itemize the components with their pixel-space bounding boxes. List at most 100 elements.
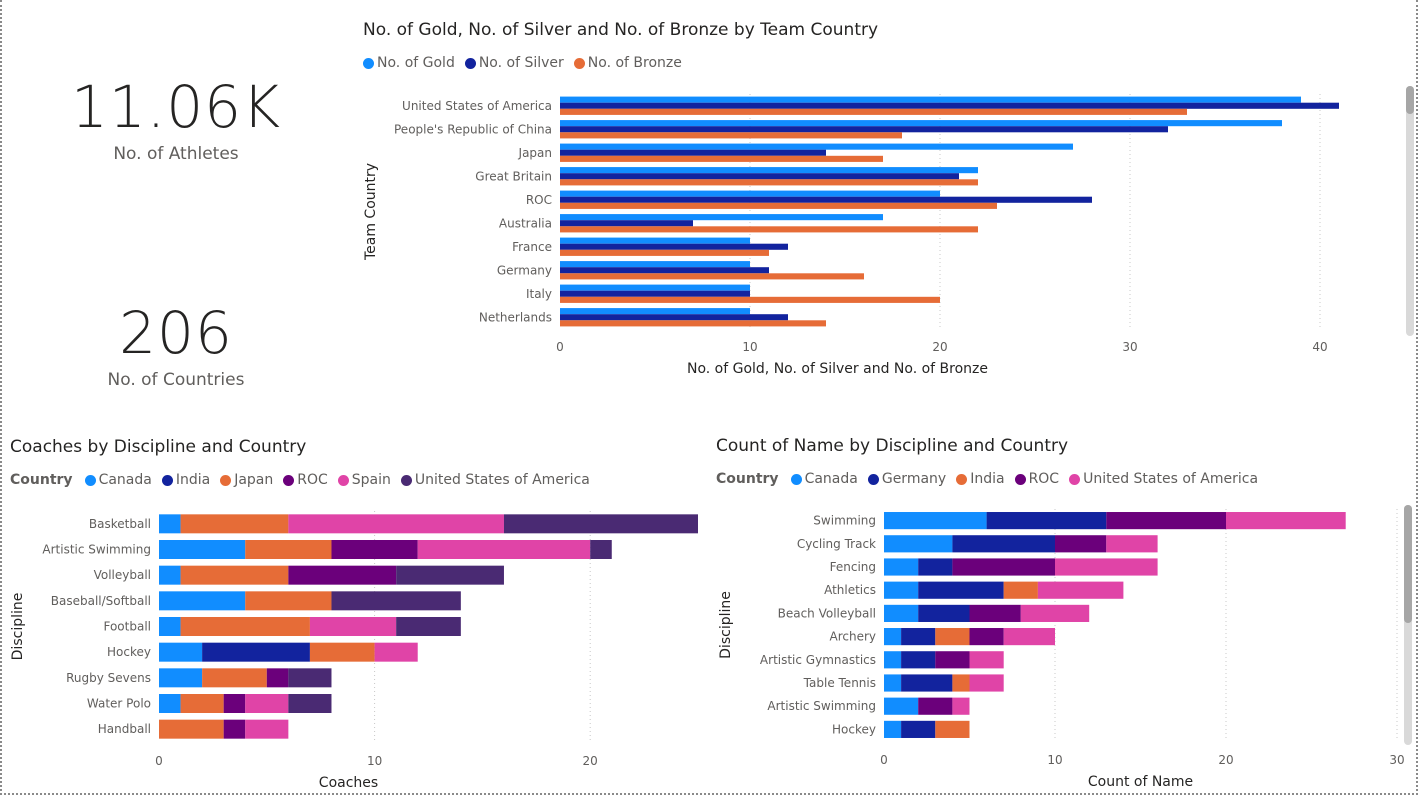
bar-segment	[180, 565, 289, 585]
legend-item-roc[interactable]: ROC	[1014, 471, 1059, 487]
legend-label: Spain	[351, 472, 391, 488]
category-label: United States of America	[402, 99, 552, 113]
legend-item-germany[interactable]: Germany	[867, 471, 946, 487]
bar	[560, 267, 769, 274]
medal-chart-scrollbar[interactable]	[1406, 86, 1414, 336]
x-tick-label: 40	[1312, 340, 1327, 354]
bar-segment	[884, 674, 902, 692]
bar-segment	[159, 642, 203, 662]
legend-item-canada[interactable]: Canada	[84, 472, 152, 488]
legend-item-canada[interactable]: Canada	[790, 471, 858, 487]
bar-segment	[901, 674, 953, 692]
category-label: Rugby Sevens	[66, 671, 151, 685]
bar-segment	[159, 591, 246, 611]
medal-chart-title: No. of Gold, No. of Silver and No. of Br…	[363, 20, 879, 40]
bar-segment	[1055, 535, 1107, 553]
bar-segment	[202, 668, 267, 688]
coaches-chart: Basketball Artistic Swimming Volleyball Bas…	[10, 511, 698, 791]
legend-item-gold[interactable]: No. of Gold	[363, 55, 455, 71]
bar-segment	[288, 668, 332, 688]
bar	[560, 237, 750, 244]
legend-item-usa[interactable]: United States of America	[400, 472, 590, 488]
legend-dot-icon	[84, 474, 96, 486]
legend-label: United States of America	[1083, 471, 1259, 487]
bar-segment	[884, 628, 902, 646]
legend-dot-icon	[220, 474, 232, 486]
bar-segment	[952, 697, 970, 715]
bar	[560, 167, 978, 174]
athletes-label: No. of Athletes	[113, 144, 239, 164]
bar-segment	[159, 540, 246, 559]
category-label: Hockey	[832, 722, 876, 736]
bar	[560, 196, 1092, 203]
bar-segment	[309, 617, 397, 636]
legend-item-india[interactable]: India	[956, 471, 1005, 487]
y-axis-title: Team Country	[363, 163, 379, 261]
legend-dot-icon	[1014, 473, 1026, 485]
bar	[560, 290, 750, 297]
legend-item-japan[interactable]: Japan	[220, 472, 273, 488]
y-axis-title: Discipline	[718, 591, 734, 659]
bar-segment	[884, 581, 919, 599]
bar-segment	[245, 719, 289, 739]
bar-segment	[180, 514, 289, 534]
bar-segment	[884, 512, 987, 530]
legend-label: India	[970, 471, 1005, 487]
category-label: Netherlands	[479, 310, 552, 324]
x-tick-label: 30	[1389, 753, 1404, 767]
countries-card[interactable]: 206 No. of Countries	[26, 304, 326, 390]
bar	[560, 220, 693, 227]
medal-chart-legend: No. of Gold No. of Silver No. of Bronze	[363, 55, 688, 71]
legend-label: Japan	[234, 472, 274, 488]
bar-segment	[884, 604, 919, 622]
legend-item-spain[interactable]: Spain	[337, 472, 391, 488]
bar	[560, 214, 883, 221]
category-label: Handball	[98, 722, 151, 736]
bar-segment	[952, 535, 1055, 553]
bar	[560, 96, 1301, 103]
bar-segment	[918, 604, 970, 622]
countries-label: No. of Countries	[107, 370, 245, 390]
category-label: Baseball/Softball	[51, 594, 151, 608]
x-tick-label: 20	[583, 754, 598, 768]
scrollbar-thumb[interactable]	[1404, 505, 1412, 623]
legend-dot-icon	[400, 474, 412, 486]
bar	[560, 308, 750, 315]
bar	[560, 320, 826, 327]
athletes-card[interactable]: 11.06K No. of Athletes	[26, 78, 326, 164]
bar	[560, 108, 1187, 115]
legend-item-roc[interactable]: ROC	[283, 472, 328, 488]
legend-item-usa[interactable]: United States of America	[1069, 471, 1258, 487]
legend-label: No. of Bronze	[587, 55, 682, 71]
legend-title: Country	[716, 471, 779, 487]
bar-segment	[884, 558, 919, 576]
bar-segment	[969, 628, 1004, 646]
category-label: Italy	[526, 287, 552, 301]
bar	[560, 202, 997, 209]
legend-dot-icon	[867, 473, 879, 485]
x-tick-label: 10	[1047, 753, 1062, 767]
bar-segment	[884, 651, 902, 669]
category-label: Fencing	[830, 560, 876, 574]
bar-segment	[1226, 512, 1346, 530]
category-label: Australia	[499, 216, 552, 230]
bar-segment	[901, 720, 936, 738]
x-axis-title: Count of Name	[1088, 774, 1193, 790]
names-chart-scrollbar[interactable]	[1404, 505, 1412, 745]
legend-item-india[interactable]: India	[161, 472, 210, 488]
x-tick-label: 10	[742, 340, 757, 354]
category-label: Japan	[518, 146, 552, 160]
bar-segment	[180, 694, 224, 713]
bar	[560, 296, 940, 303]
scrollbar-thumb[interactable]	[1406, 86, 1414, 114]
bar	[560, 249, 769, 256]
bar	[560, 102, 1339, 109]
bar-segment	[396, 617, 461, 636]
bar-segment	[1020, 604, 1090, 622]
legend-item-silver[interactable]: No. of Silver	[464, 55, 564, 71]
bar-segment	[935, 628, 970, 646]
bar	[560, 190, 940, 197]
bar-segment	[884, 720, 902, 738]
legend-item-bronze[interactable]: No. of Bronze	[573, 55, 682, 71]
